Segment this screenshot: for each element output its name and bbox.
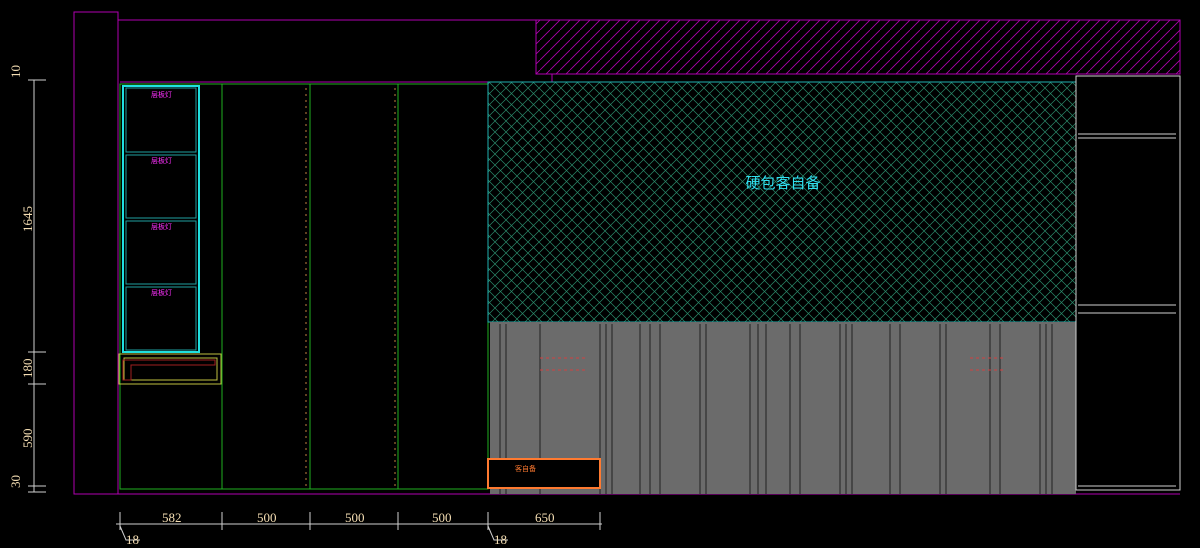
- dim-horizontal: 582: [162, 510, 182, 525]
- dim-vertical: 180: [20, 359, 35, 379]
- drawer: [118, 353, 222, 385]
- dim-horizontal: 500: [432, 510, 452, 525]
- dim-offset: 18: [126, 532, 139, 547]
- soft-pack-panel: [487, 81, 1077, 323]
- dim-vertical: 1645: [20, 206, 35, 232]
- dim-horizontal: 500: [257, 510, 277, 525]
- tv-cabinet: [487, 458, 601, 489]
- right-cabinet: [1075, 75, 1181, 491]
- wall-outline: [73, 11, 119, 495]
- soft-pack-label: 硬包客自备: [745, 174, 820, 192]
- dim-vertical: 10: [8, 65, 23, 78]
- open-shelf-unit: [122, 85, 200, 353]
- shelf-light-label: 层板灯: [151, 156, 172, 165]
- shelf-light-label: 层板灯: [151, 90, 172, 99]
- shelf-light-label: 层板灯: [151, 288, 172, 297]
- fluted-grooves: [499, 324, 1053, 494]
- dim-horizontal: 650: [535, 510, 555, 525]
- shelf-light-label: 层板灯: [151, 222, 172, 231]
- dim-vertical: 30: [8, 475, 23, 488]
- ceiling-hatch: [535, 19, 1181, 75]
- dim-offset: 18: [494, 532, 507, 547]
- dim-vertical: 590: [20, 429, 35, 449]
- cabinet-note: 客自备: [515, 464, 536, 473]
- dim-horizontal: 500: [345, 510, 365, 525]
